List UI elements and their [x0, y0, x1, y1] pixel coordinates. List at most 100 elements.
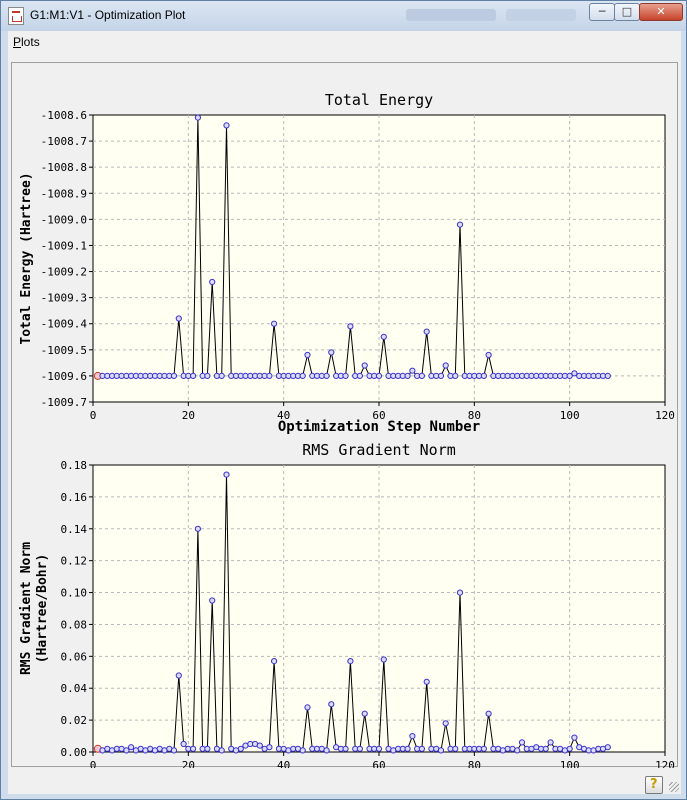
y-tick-label: 0.10	[61, 587, 88, 600]
data-point-marker[interactable]	[271, 320, 278, 327]
data-point-marker[interactable]	[485, 710, 492, 717]
data-point-marker[interactable]	[547, 739, 554, 746]
data-point-marker[interactable]	[514, 747, 521, 754]
data-point-marker[interactable]	[542, 745, 549, 752]
x-tick-label: 60	[372, 409, 385, 422]
app-document-icon[interactable]	[8, 7, 24, 25]
y-tick-label: -1008.7	[41, 135, 87, 148]
data-point-marker[interactable]	[342, 745, 349, 752]
data-point-marker[interactable]	[271, 658, 278, 665]
data-point-marker[interactable]	[442, 362, 449, 369]
data-point-marker[interactable]	[356, 745, 363, 752]
data-point-marker[interactable]	[328, 701, 335, 708]
data-point-marker[interactable]	[175, 672, 182, 679]
data-point-marker[interactable]	[485, 351, 492, 359]
data-point-marker[interactable]	[204, 745, 211, 752]
data-point-marker[interactable]	[518, 739, 526, 746]
data-point-marker[interactable]	[328, 349, 335, 356]
data-point-marker[interactable]	[218, 372, 225, 379]
data-point-marker[interactable]	[342, 372, 349, 379]
y-tick-label: 0.14	[61, 523, 88, 536]
data-point-marker[interactable]	[175, 315, 182, 322]
help-icon[interactable]	[645, 776, 663, 794]
data-point-marker[interactable]	[423, 678, 430, 685]
close-button[interactable]: ✕	[639, 3, 683, 21]
data-point-marker[interactable]	[423, 328, 430, 335]
data-point-marker[interactable]	[190, 372, 197, 379]
client-area: Plots Total Energy -1008.6 -1008.7 -1008.8 -…	[8, 31, 681, 794]
data-point-marker[interactable]	[266, 744, 273, 751]
data-point-marker[interactable]	[409, 367, 416, 374]
data-point-marker[interactable]	[409, 733, 416, 740]
y-tick-label: -1009.1	[41, 239, 87, 252]
data-point-marker[interactable]	[323, 372, 330, 379]
data-point-marker[interactable]	[375, 372, 383, 379]
resize-grip-icon[interactable]	[669, 782, 679, 792]
data-point-marker[interactable]	[566, 745, 573, 752]
data-point-marker[interactable]	[299, 747, 306, 754]
data-point-marker[interactable]	[375, 745, 383, 752]
data-point-marker[interactable]	[380, 333, 387, 340]
data-point-marker[interactable]	[566, 372, 573, 379]
data-point-marker[interactable]	[404, 372, 411, 379]
data-point-marker[interactable]	[437, 372, 445, 379]
y-tick-label: -1009.2	[41, 266, 87, 279]
plot-canvas[interactable]: Total Energy -1008.6 -1008.7 -1008.8 -1008.9…	[12, 63, 679, 768]
menu-bar: Plots	[8, 31, 681, 55]
chart-title: Total Energy	[325, 91, 433, 109]
data-point-marker[interactable]	[604, 372, 611, 379]
data-point-marker[interactable]	[209, 278, 216, 286]
y-tick-label: 0.06	[61, 650, 88, 663]
data-point-marker[interactable]	[571, 734, 578, 741]
menu-plots[interactable]: Plots	[13, 35, 40, 49]
data-point-marker[interactable]	[361, 362, 368, 369]
data-point-marker[interactable]	[204, 372, 211, 379]
data-point-marker[interactable]	[218, 747, 225, 754]
data-point-marker[interactable]	[442, 720, 449, 727]
data-point-marker[interactable]	[480, 745, 487, 752]
data-point-marker[interactable]	[209, 597, 216, 604]
data-point-marker[interactable]	[480, 372, 487, 379]
data-point-marker[interactable]	[456, 589, 464, 596]
x-tick-label: 100	[560, 759, 580, 768]
data-point-marker[interactable]	[456, 221, 464, 228]
blurred-title-region	[506, 9, 576, 21]
data-point-marker[interactable]	[256, 742, 263, 749]
maximize-button[interactable]: □	[614, 3, 640, 21]
data-point-marker[interactable]	[571, 370, 578, 377]
data-point-marker[interactable]	[304, 704, 311, 711]
data-point-marker[interactable]	[452, 745, 459, 752]
data-point-marker[interactable]	[237, 745, 244, 752]
y-tick-label: -1008.9	[41, 187, 87, 200]
data-point-marker[interactable]	[356, 372, 363, 379]
data-point-marker[interactable]	[194, 114, 201, 121]
x-tick-label: 20	[182, 409, 195, 422]
data-point-marker[interactable]	[323, 747, 330, 754]
data-point-marker[interactable]	[123, 747, 130, 754]
x-tick-label: 100	[560, 409, 580, 422]
minimize-button[interactable]: ─	[589, 3, 615, 21]
data-point-marker[interactable]	[452, 372, 459, 379]
title-bar[interactable]: G1:M1:V1 - Optimization Plot ─ □ ✕	[1, 1, 686, 31]
data-point-marker[interactable]	[347, 658, 354, 665]
data-point-marker[interactable]	[128, 744, 135, 751]
data-point-marker[interactable]	[194, 525, 201, 532]
data-point-marker[interactable]	[418, 372, 425, 379]
data-point-marker[interactable]	[223, 122, 230, 129]
data-point-marker[interactable]	[180, 740, 187, 748]
y-tick-label: 0.02	[61, 714, 88, 727]
data-point-marker[interactable]	[170, 747, 178, 754]
data-point-marker[interactable]	[380, 656, 387, 663]
data-point-marker[interactable]	[299, 372, 306, 379]
data-point-marker[interactable]	[266, 372, 273, 379]
data-point-marker[interactable]	[304, 351, 311, 359]
data-point-marker[interactable]	[361, 710, 368, 717]
data-point-marker[interactable]	[604, 744, 611, 751]
data-point-marker[interactable]	[223, 471, 230, 478]
data-point-marker[interactable]	[437, 747, 445, 754]
data-point-marker[interactable]	[170, 372, 178, 379]
data-point-marker[interactable]	[347, 323, 354, 330]
data-point-marker[interactable]	[190, 745, 197, 752]
data-point-marker[interactable]	[404, 745, 411, 752]
data-point-marker[interactable]	[418, 745, 425, 752]
